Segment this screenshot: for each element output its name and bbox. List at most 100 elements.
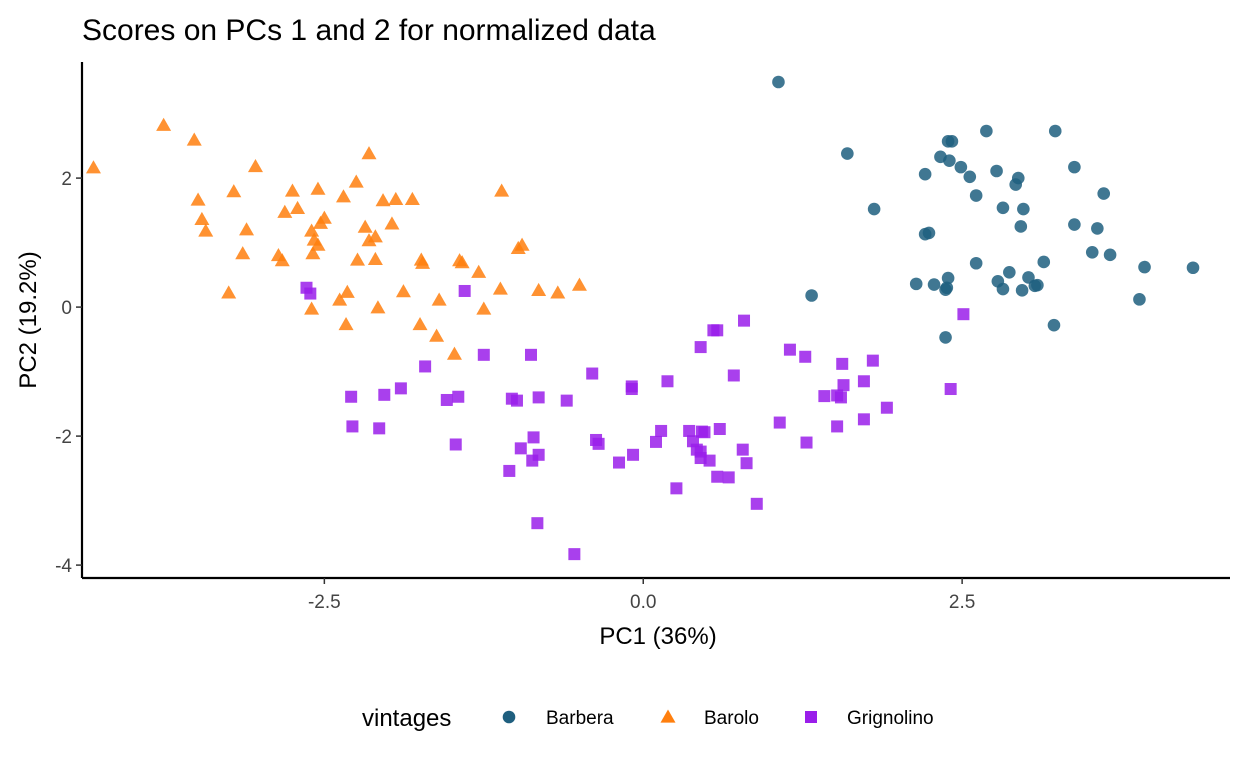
point-barolo xyxy=(454,255,470,269)
point-barolo xyxy=(357,219,373,233)
point-grignolino xyxy=(394,382,407,395)
point-grignolino xyxy=(625,383,638,396)
legend-label: Barbera xyxy=(546,708,614,729)
chart-title: Scores on PCs 1 and 2 for normalized dat… xyxy=(82,14,656,47)
point-grignolino xyxy=(661,375,674,388)
point-barbera xyxy=(941,271,955,285)
point-barolo xyxy=(247,158,263,173)
y-tick-label: -2 xyxy=(55,427,72,448)
point-barbera xyxy=(1091,222,1104,235)
point-barbera xyxy=(1003,265,1016,279)
point-barbera xyxy=(996,282,1010,296)
point-barolo xyxy=(446,346,462,360)
point-barbera xyxy=(841,147,854,160)
series-barbera xyxy=(772,75,1200,344)
point-barbera xyxy=(945,135,959,148)
point-grignolino xyxy=(650,435,662,448)
legend-label: Barolo xyxy=(704,708,759,729)
point-grignolino xyxy=(694,341,707,354)
point-barolo xyxy=(190,192,206,206)
point-barolo xyxy=(313,215,329,229)
point-grignolino xyxy=(722,471,735,484)
point-grignolino xyxy=(458,284,471,297)
point-barolo xyxy=(367,251,383,265)
point-grignolino xyxy=(711,470,724,483)
point-grignolino xyxy=(373,422,386,435)
point-barolo xyxy=(494,183,510,197)
point-barbera xyxy=(969,189,983,202)
point-barbera xyxy=(963,170,977,184)
point-grignolino xyxy=(857,413,870,426)
point-grignolino xyxy=(560,394,573,407)
point-barolo xyxy=(550,285,566,299)
point-barolo xyxy=(412,317,428,331)
point-barolo xyxy=(335,189,351,203)
point-grignolino xyxy=(836,357,849,370)
point-barbera xyxy=(1068,218,1081,231)
point-barolo xyxy=(395,284,411,298)
point-barolo xyxy=(492,281,508,295)
point-barolo xyxy=(339,284,355,298)
point-grignolino xyxy=(698,426,711,439)
point-grignolino xyxy=(304,287,317,300)
point-grignolino xyxy=(713,423,726,436)
point-barbera xyxy=(1186,261,1200,275)
tick-labels: -2.5 0.0 2.5 -4 -2 0 2 xyxy=(55,169,975,613)
point-barbera xyxy=(1015,284,1029,297)
point-grignolino xyxy=(727,369,740,382)
point-grignolino xyxy=(613,456,626,469)
y-tick-label: 0 xyxy=(61,298,72,319)
point-grignolino xyxy=(655,424,668,437)
legend-key-barbera xyxy=(502,710,516,724)
point-grignolino xyxy=(703,454,716,467)
point-grignolino xyxy=(740,457,753,470)
point-grignolino xyxy=(378,388,391,401)
point-grignolino xyxy=(800,436,813,449)
point-grignolino xyxy=(944,383,957,396)
point-barbera xyxy=(909,277,923,291)
point-grignolino xyxy=(526,454,539,467)
point-barbera xyxy=(772,75,785,89)
point-grignolino xyxy=(818,390,831,403)
point-barolo xyxy=(361,233,377,247)
point-barbera xyxy=(990,164,1003,178)
point-barolo xyxy=(531,282,547,296)
point-barolo xyxy=(338,317,354,331)
point-grignolino xyxy=(346,420,359,433)
point-grignolino xyxy=(880,401,893,414)
point-barbera xyxy=(969,256,983,270)
point-grignolino xyxy=(683,424,696,437)
point-grignolino xyxy=(345,390,358,403)
axes xyxy=(76,62,1230,584)
point-grignolino xyxy=(750,497,763,510)
point-grignolino xyxy=(531,517,544,530)
point-barolo xyxy=(290,200,306,215)
point-barolo xyxy=(471,264,487,278)
point-barbera xyxy=(980,124,993,138)
series-barolo xyxy=(85,117,587,360)
point-barbera xyxy=(943,154,956,167)
legend-key-grignolino xyxy=(805,711,817,723)
y-tick-label: -4 xyxy=(55,556,72,577)
point-barolo xyxy=(431,292,447,306)
point-grignolino xyxy=(503,464,516,477)
point-barolo xyxy=(375,193,391,207)
x-tick-label: -2.5 xyxy=(308,592,341,613)
y-axis-title: PC2 (19.2%) xyxy=(15,251,42,388)
point-barolo xyxy=(384,216,400,230)
point-barbera xyxy=(1009,178,1023,191)
point-barolo xyxy=(388,191,404,206)
point-barolo xyxy=(85,160,101,174)
point-barbera xyxy=(1068,160,1081,174)
point-grignolino xyxy=(857,375,870,388)
point-barolo xyxy=(186,132,202,146)
point-grignolino xyxy=(627,448,640,461)
point-barolo xyxy=(310,237,326,251)
point-barolo xyxy=(305,246,321,260)
point-barbera xyxy=(1048,124,1062,138)
point-grignolino xyxy=(419,360,432,373)
point-grignolino xyxy=(736,443,749,456)
point-barbera xyxy=(918,227,932,241)
point-grignolino xyxy=(738,314,751,327)
